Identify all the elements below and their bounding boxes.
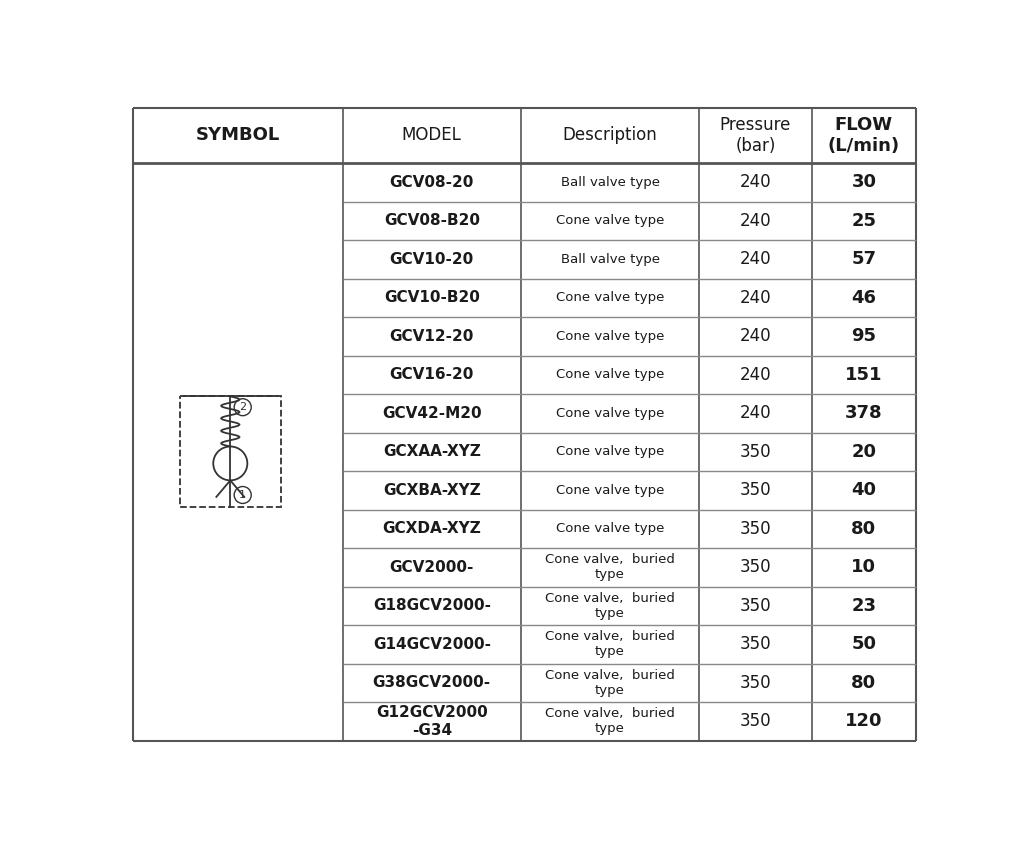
Text: 240: 240: [739, 288, 771, 307]
Text: GCXDA-XYZ: GCXDA-XYZ: [382, 521, 481, 536]
Text: Cone valve type: Cone valve type: [556, 368, 665, 382]
Text: 20: 20: [851, 442, 877, 461]
Text: 350: 350: [739, 674, 771, 692]
Text: 40: 40: [851, 481, 877, 499]
Text: FLOW
(L/min): FLOW (L/min): [827, 116, 900, 155]
Text: Cone valve type: Cone valve type: [556, 291, 665, 305]
Text: SYMBOL: SYMBOL: [196, 126, 281, 145]
Text: 10: 10: [851, 558, 877, 576]
Text: 350: 350: [739, 481, 771, 499]
Text: Cone valve,  buried
type: Cone valve, buried type: [545, 707, 675, 735]
Text: GCV2000-: GCV2000-: [389, 560, 474, 575]
Text: G12GCV2000
-G34: G12GCV2000 -G34: [376, 706, 487, 738]
Text: 120: 120: [845, 712, 883, 730]
Text: Cone valve type: Cone valve type: [556, 445, 665, 459]
Text: Ball valve type: Ball valve type: [560, 253, 659, 266]
Text: Cone valve type: Cone valve type: [556, 407, 665, 420]
Text: 240: 240: [739, 404, 771, 422]
Text: 2: 2: [240, 402, 246, 412]
Text: 46: 46: [851, 288, 877, 307]
Text: GCV10-B20: GCV10-B20: [384, 290, 479, 305]
Text: 240: 240: [739, 365, 771, 384]
Text: Cone valve type: Cone valve type: [556, 522, 665, 536]
Text: 350: 350: [739, 442, 771, 461]
Text: 30: 30: [851, 173, 877, 191]
Text: GCXAA-XYZ: GCXAA-XYZ: [383, 444, 480, 459]
Text: 350: 350: [739, 520, 771, 538]
Text: 378: 378: [845, 404, 883, 422]
Text: 240: 240: [739, 250, 771, 268]
Text: 350: 350: [739, 597, 771, 615]
Text: G14GCV2000-: G14GCV2000-: [373, 637, 490, 652]
Text: 350: 350: [739, 635, 771, 653]
Text: GCV08-B20: GCV08-B20: [384, 213, 480, 228]
Text: 25: 25: [851, 212, 877, 230]
Text: GCV12-20: GCV12-20: [389, 329, 474, 343]
Text: 350: 350: [739, 712, 771, 730]
Text: 240: 240: [739, 327, 771, 345]
Text: Ball valve type: Ball valve type: [560, 176, 659, 189]
Text: 80: 80: [851, 674, 877, 692]
Text: GCV16-20: GCV16-20: [389, 367, 474, 382]
Text: G38GCV2000-: G38GCV2000-: [373, 675, 490, 690]
Bar: [180, 397, 281, 508]
Text: MODEL: MODEL: [401, 126, 462, 145]
Text: Cone valve,  buried
type: Cone valve, buried type: [545, 592, 675, 620]
Text: 240: 240: [739, 212, 771, 230]
Text: Cone valve type: Cone valve type: [556, 330, 665, 343]
Text: 1: 1: [240, 490, 246, 500]
Text: GCV08-20: GCV08-20: [389, 175, 474, 190]
Text: 80: 80: [851, 520, 877, 538]
Text: G18GCV2000-: G18GCV2000-: [373, 598, 490, 613]
Text: GCV10-20: GCV10-20: [390, 252, 474, 266]
Text: Cone valve,  buried
type: Cone valve, buried type: [545, 630, 675, 658]
Text: Pressure
(bar): Pressure (bar): [720, 116, 792, 155]
Text: 57: 57: [851, 250, 877, 268]
Text: 23: 23: [851, 597, 877, 615]
Text: Description: Description: [562, 126, 657, 145]
Text: Cone valve type: Cone valve type: [556, 484, 665, 497]
Text: 151: 151: [845, 365, 883, 384]
Text: Cone valve,  buried
type: Cone valve, buried type: [545, 669, 675, 697]
Text: 50: 50: [851, 635, 877, 653]
Text: Cone valve type: Cone valve type: [556, 214, 665, 228]
Text: 95: 95: [851, 327, 877, 345]
Text: Cone valve,  buried
type: Cone valve, buried type: [545, 553, 675, 581]
Text: GCV42-M20: GCV42-M20: [382, 406, 481, 420]
Text: 240: 240: [739, 173, 771, 191]
Text: 350: 350: [739, 558, 771, 576]
Text: GCXBA-XYZ: GCXBA-XYZ: [383, 483, 480, 497]
